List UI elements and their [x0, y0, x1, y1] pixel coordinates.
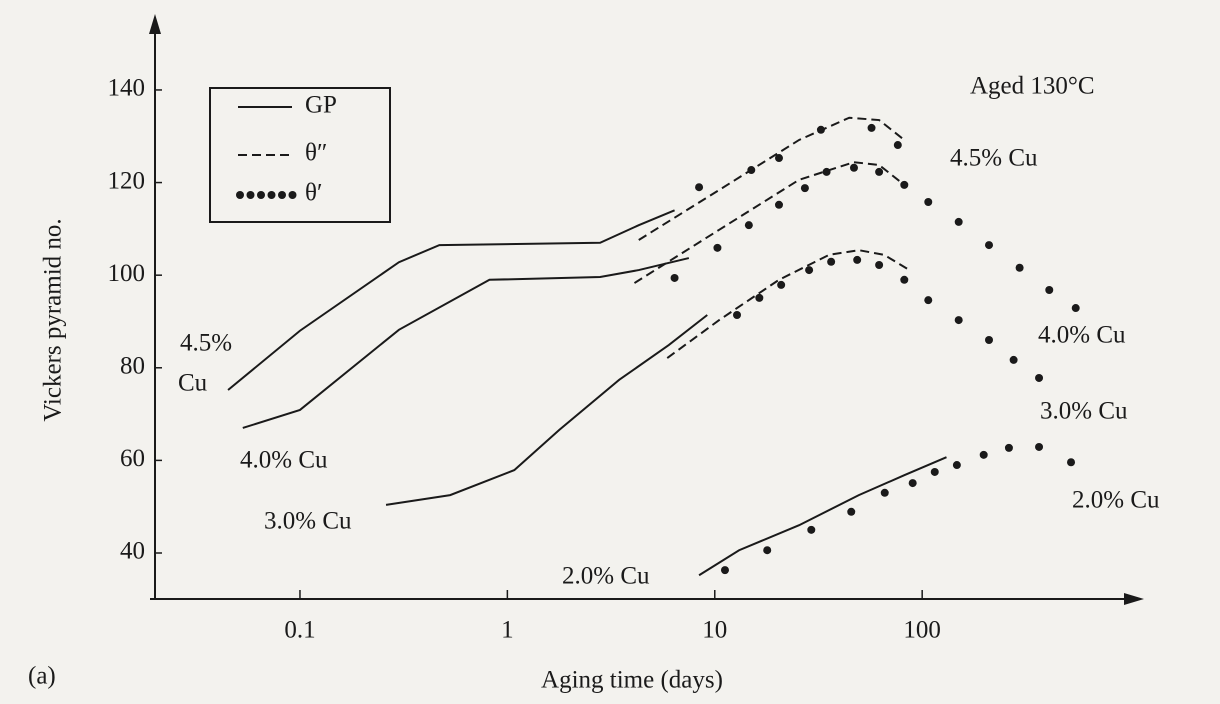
- x-tick-label: 100: [903, 617, 941, 644]
- legend-box: [209, 87, 391, 223]
- data-point: [805, 266, 814, 275]
- y-tick-label: 60: [120, 445, 145, 472]
- data-point: [985, 335, 994, 344]
- data-point: [908, 479, 917, 488]
- curve: [385, 314, 708, 506]
- data-point: [867, 123, 876, 132]
- data-point: [900, 180, 909, 189]
- curve-label: 4.0% Cu: [240, 447, 328, 474]
- data-point: [1071, 304, 1080, 313]
- data-point: [1009, 355, 1018, 364]
- data-point: [1015, 263, 1024, 272]
- curve-label: Cu: [178, 370, 208, 397]
- data-point: [695, 183, 704, 192]
- data-point: [875, 167, 884, 176]
- data-point: [720, 566, 729, 575]
- y-tick-label: 100: [108, 260, 146, 287]
- y-axis-arrow: [149, 14, 161, 34]
- curve: [227, 209, 675, 391]
- data-point: [875, 260, 884, 269]
- y-tick-label: 80: [120, 353, 145, 380]
- curve-label: 2.0% Cu: [562, 563, 650, 590]
- data-point: [853, 255, 862, 264]
- data-point: [1045, 285, 1054, 294]
- data-point: [827, 257, 836, 266]
- data-point: [822, 167, 831, 176]
- panel-label: (a): [28, 663, 56, 690]
- legend-swatch: [288, 191, 297, 199]
- data-point: [979, 450, 988, 459]
- legend-label: θ″: [305, 140, 327, 167]
- legend-swatch: [278, 191, 286, 199]
- data-point: [954, 316, 963, 325]
- data-point: [1035, 373, 1044, 382]
- data-point: [1067, 458, 1076, 467]
- data-point: [777, 280, 786, 289]
- y-axis-label: Vickers pyramid no.: [40, 218, 67, 421]
- legend-label: θ′: [305, 180, 322, 207]
- curve: [666, 249, 910, 359]
- data-point: [807, 525, 816, 534]
- curve-label: 2.0% Cu: [1072, 487, 1160, 514]
- data-point: [800, 184, 809, 193]
- data-point: [816, 125, 825, 134]
- legend-swatch: [267, 191, 276, 199]
- data-point: [900, 275, 909, 284]
- data-point: [747, 166, 756, 175]
- data-point: [985, 241, 994, 250]
- curve-label: 4.5%: [180, 330, 232, 357]
- x-tick-label: 0.1: [284, 617, 315, 644]
- curve-label: 4.0% Cu: [1038, 322, 1126, 349]
- data-point: [924, 296, 933, 305]
- legend-swatch: [236, 191, 244, 199]
- x-tick-label: 10: [702, 617, 727, 644]
- data-point: [1035, 442, 1044, 451]
- data-point: [733, 310, 742, 319]
- data-point: [670, 273, 679, 282]
- x-axis-label: Aging time (days): [541, 667, 723, 694]
- data-point: [952, 461, 961, 470]
- curve: [698, 456, 947, 577]
- data-point: [847, 507, 856, 516]
- curve: [242, 257, 690, 429]
- condition-label: Aged 130°C: [970, 73, 1095, 100]
- data-point: [954, 217, 963, 226]
- data-point: [774, 200, 783, 209]
- data-point: [755, 293, 764, 302]
- curve: [633, 161, 905, 284]
- data-point: [930, 467, 939, 476]
- data-point: [763, 546, 772, 555]
- y-tick-label: 120: [108, 167, 146, 194]
- x-axis-arrow: [1124, 593, 1144, 605]
- legend-swatch: [246, 191, 255, 199]
- legend-label: GP: [305, 92, 337, 119]
- data-point: [774, 154, 783, 163]
- curve-label: 3.0% Cu: [264, 508, 352, 535]
- data-point: [1004, 443, 1013, 452]
- data-point: [880, 488, 889, 497]
- data-point: [849, 163, 858, 172]
- data-point: [893, 141, 902, 150]
- data-point: [744, 221, 753, 230]
- curve-label: 4.5% Cu: [950, 145, 1038, 172]
- y-tick-label: 40: [120, 538, 145, 565]
- x-tick-label: 1: [501, 617, 514, 644]
- y-tick-label: 140: [108, 75, 146, 102]
- curve-label: 3.0% Cu: [1040, 398, 1128, 425]
- data-point: [713, 243, 722, 252]
- legend-swatch: [257, 191, 265, 199]
- data-point: [924, 198, 933, 207]
